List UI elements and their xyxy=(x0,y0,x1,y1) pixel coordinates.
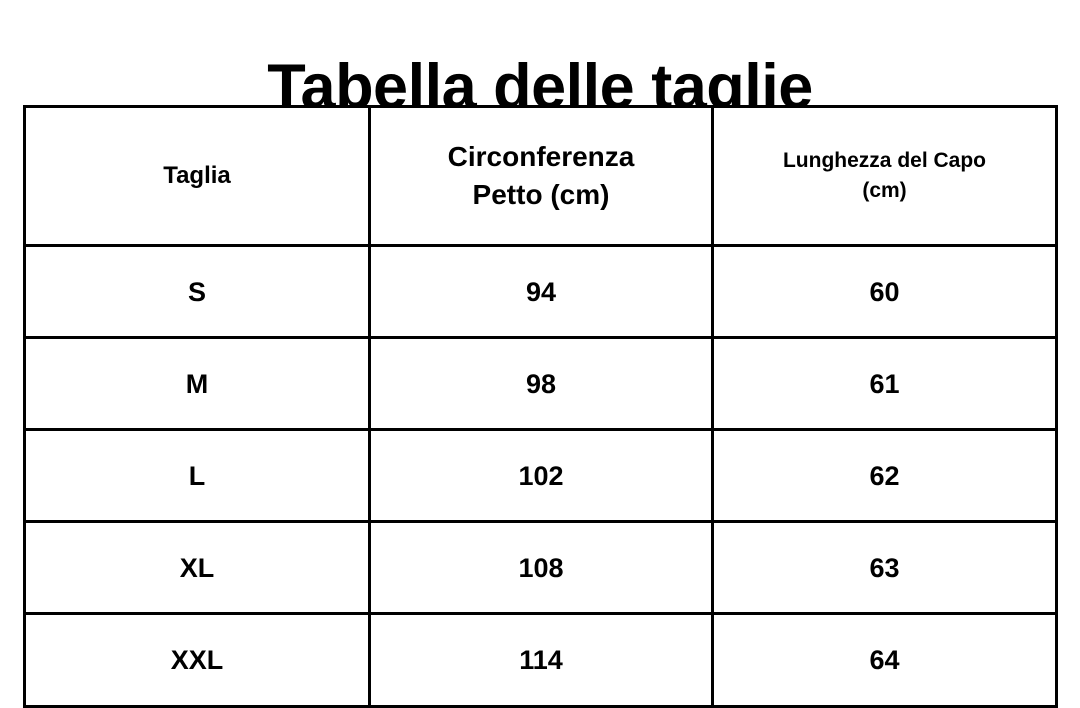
cell-taglia: M xyxy=(23,336,371,431)
column-header-taglia-line-1: Taglia xyxy=(163,162,231,189)
table-row: L 102 62 xyxy=(23,428,1058,523)
column-header-circonferenza-petto: Circonferenza Petto (cm) xyxy=(368,105,714,247)
cell-taglia: XXL xyxy=(23,612,371,708)
table-body: S 94 60 M 98 61 L 102 62 XL 108 63 XXL 1 xyxy=(23,244,1058,708)
table-header: Taglia Circonferenza Petto (cm) Lunghezz… xyxy=(23,105,1058,247)
cell-taglia: L xyxy=(23,428,371,523)
cell-lunghezza: 62 xyxy=(711,428,1058,523)
cell-lunghezza: 63 xyxy=(711,520,1058,615)
cell-petto: 98 xyxy=(368,336,714,431)
cell-taglia: XL xyxy=(23,520,371,615)
table-header-row: Taglia Circonferenza Petto (cm) Lunghezz… xyxy=(23,105,1058,247)
column-header-taglia: Taglia xyxy=(23,105,371,247)
column-header-petto-line-1: Circonferenza xyxy=(447,141,635,172)
table-row: M 98 61 xyxy=(23,336,1058,431)
column-header-lunghezza-line-2: (cm) xyxy=(862,179,907,202)
cell-lunghezza: 60 xyxy=(711,244,1058,339)
table-row: XXL 114 64 xyxy=(23,612,1058,708)
column-header-petto-line-2: Petto (cm) xyxy=(472,179,610,210)
cell-petto: 102 xyxy=(368,428,714,523)
cell-petto: 108 xyxy=(368,520,714,615)
column-header-lunghezza-line-1: Lunghezza del Capo xyxy=(782,149,986,172)
column-header-lunghezza-capo: Lunghezza del Capo (cm) xyxy=(711,105,1058,247)
table-row: XL 108 63 xyxy=(23,520,1058,615)
cell-lunghezza: 61 xyxy=(711,336,1058,431)
cell-petto: 94 xyxy=(368,244,714,339)
table-row: S 94 60 xyxy=(23,244,1058,339)
size-chart-table: Taglia Circonferenza Petto (cm) Lunghezz… xyxy=(23,105,1058,708)
cell-lunghezza: 64 xyxy=(711,612,1058,708)
cell-petto: 114 xyxy=(368,612,714,708)
cell-taglia: S xyxy=(23,244,371,339)
